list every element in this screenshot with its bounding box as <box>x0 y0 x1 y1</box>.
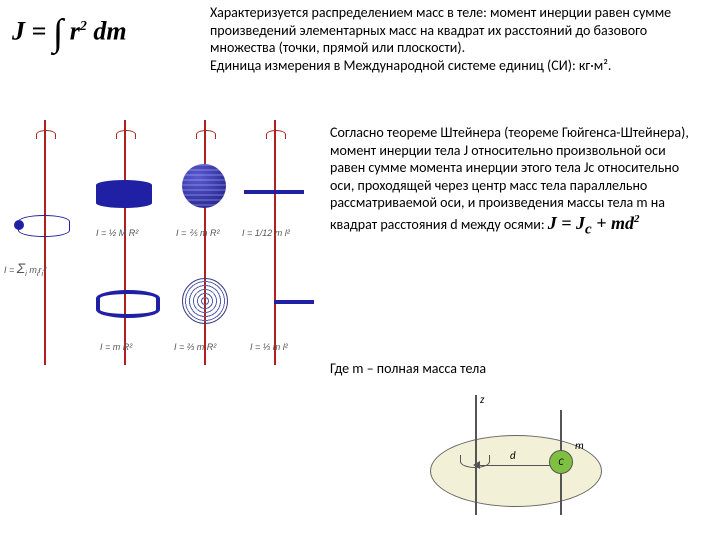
label-rod-end: I = ⅓ m l² <box>250 342 288 353</box>
inertia-diagram: I = Σi miri² I = ½ M R² I = ⅖ m R² I = 1… <box>6 120 316 380</box>
label-point-masses: I = Σi miri² <box>4 260 46 278</box>
point-mass-icon <box>14 220 24 230</box>
formula-steiner: J = Jc + md2 <box>548 213 640 233</box>
rotation-arrow-icon <box>460 455 490 468</box>
distance-d <box>475 465 560 466</box>
paragraph-mass-def: Где m – полная масса тела <box>330 360 700 378</box>
center-of-mass: C <box>549 450 573 474</box>
rod-end <box>274 300 314 304</box>
spin-icon <box>196 130 216 139</box>
solid-sphere <box>182 164 226 208</box>
label-solid-cyl: I = ½ M R² <box>96 228 138 239</box>
point-mass-system <box>18 215 70 237</box>
formula-main: J = ∫ r2 dm <box>12 10 202 58</box>
label-thin-hoop: I = m R² <box>100 342 132 353</box>
thin-hoop <box>96 290 160 318</box>
spin-icon <box>116 130 136 139</box>
steiner-diagram: z d C m <box>420 395 620 530</box>
hollow-sphere <box>182 278 228 324</box>
spin-icon <box>266 130 286 139</box>
rod-center <box>244 190 304 194</box>
label-rod-center: I = 1/12 m l² <box>242 228 290 239</box>
paragraph-steiner: Согласно теореме Штейнера (теореме Гюйге… <box>330 124 700 239</box>
label-m: m <box>575 439 584 453</box>
label-hollow-sphere: I = ⅔ m R² <box>174 342 216 353</box>
label-z: z <box>480 393 484 407</box>
spin-icon <box>36 130 56 139</box>
paragraph-top: Характеризуется распределением масс в те… <box>210 4 690 74</box>
solid-cylinder <box>96 180 152 208</box>
label-d: d <box>510 449 516 463</box>
label-solid-sphere: I = ⅖ m R² <box>176 228 219 239</box>
